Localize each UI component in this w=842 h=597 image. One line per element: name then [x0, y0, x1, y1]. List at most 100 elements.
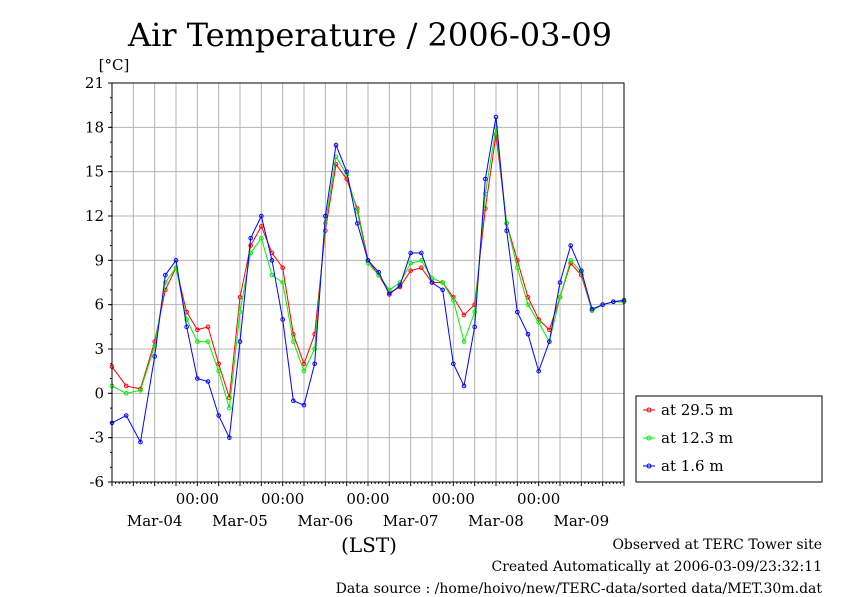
legend: at 29.5 m at 12.3 m at 1.6 m — [635, 395, 823, 483]
time-tick-label: 00:00 — [176, 490, 219, 508]
data-point — [461, 339, 467, 344]
data-point — [195, 327, 200, 333]
date-tick-label: Mar-05 — [212, 512, 268, 530]
data-point — [515, 309, 520, 315]
data-point — [248, 235, 253, 241]
data-point — [237, 294, 243, 300]
date-tick-label: Mar-08 — [468, 512, 524, 530]
x-axis-ticks: 00:00 00:00 00:00 00:00 00:00 Mar-04 Mar-05 Mar… — [111, 482, 625, 530]
data-point — [123, 391, 129, 396]
data-point — [291, 339, 296, 344]
data-point — [173, 265, 179, 271]
legend-swatch-marker — [646, 407, 652, 413]
data-point — [472, 309, 477, 315]
y-tick-label: 0 — [94, 384, 104, 402]
data-point — [333, 161, 339, 167]
data-point — [123, 383, 129, 389]
data-point — [237, 339, 243, 344]
date-tick-label: Mar-06 — [298, 512, 354, 530]
legend-label: at 1.6 m — [661, 457, 724, 475]
date-tick-label: Mar-07 — [383, 512, 439, 530]
data-point — [408, 268, 413, 273]
series-group — [109, 114, 627, 445]
data-point — [440, 280, 445, 285]
time-tick-label: 00:00 — [261, 490, 304, 508]
data-point — [600, 302, 605, 307]
data-point — [344, 169, 349, 174]
data-point — [301, 361, 307, 367]
data-point — [525, 331, 531, 337]
data-point — [301, 368, 307, 374]
data-point — [291, 398, 296, 404]
data-point — [323, 213, 328, 219]
data-point — [173, 258, 179, 263]
data-point — [269, 258, 275, 263]
data-point — [483, 191, 488, 197]
data-point — [163, 272, 168, 278]
data-point — [269, 272, 275, 278]
y-tick-label: -3 — [89, 429, 104, 447]
data-point — [259, 213, 264, 219]
time-tick-label: 00:00 — [432, 490, 475, 508]
y-axis-ticks: -6 -3 0 3 6 9 12 15 18 21 — [85, 74, 112, 491]
data-point — [493, 114, 499, 120]
grid — [112, 82, 624, 483]
date-tick-label: Mar-09 — [554, 512, 610, 530]
data-point — [123, 413, 129, 418]
data-source-note: Data source : /home/hoivo/new/TERC-data/… — [335, 581, 822, 597]
legend-swatch-marker — [646, 463, 652, 469]
data-point — [259, 224, 264, 229]
data-point — [184, 317, 189, 322]
data-point — [461, 383, 467, 389]
data-point — [227, 395, 232, 401]
y-tick-label: 6 — [94, 296, 104, 314]
data-point — [195, 339, 200, 344]
y-axis-unit: [°C] — [99, 56, 130, 74]
data-point — [504, 228, 509, 234]
legend-label: at 12.3 m — [661, 429, 733, 447]
data-point — [472, 324, 477, 330]
data-point — [536, 368, 541, 374]
data-point — [152, 354, 157, 359]
data-point — [419, 265, 424, 271]
data-point — [461, 312, 467, 318]
data-point — [280, 265, 285, 271]
y-tick-label: -6 — [89, 473, 104, 491]
data-point — [579, 268, 584, 273]
data-point — [419, 250, 424, 256]
legend-swatch-marker — [646, 435, 652, 441]
data-point — [376, 269, 381, 275]
data-point — [259, 235, 264, 241]
data-point — [138, 388, 143, 393]
data-point — [205, 339, 211, 344]
y-tick-label: 3 — [94, 340, 104, 358]
data-point — [440, 287, 445, 293]
data-point — [525, 302, 531, 307]
date-tick-label: Mar-04 — [127, 512, 183, 530]
data-point — [504, 221, 509, 226]
chart-title: Air Temperature / 2006-03-09 — [127, 16, 612, 54]
data-point — [387, 292, 392, 297]
data-point — [568, 258, 573, 263]
x-axis-label: (LST) — [341, 533, 397, 557]
data-point — [547, 339, 552, 344]
y-tick-label: 18 — [85, 118, 104, 136]
legend-label: at 29.5 m — [661, 401, 733, 419]
y-tick-label: 21 — [85, 74, 104, 92]
data-point — [408, 250, 413, 256]
plot-frame — [111, 82, 625, 483]
data-point — [333, 142, 339, 148]
data-point — [419, 258, 424, 263]
created-note: Created Automatically at 2006-03-09/23:3… — [491, 559, 822, 575]
y-tick-label: 12 — [85, 207, 104, 225]
data-point — [397, 283, 403, 288]
data-point — [557, 294, 563, 300]
data-point — [451, 297, 456, 303]
y-tick-label: 9 — [94, 251, 104, 269]
data-point — [429, 280, 435, 285]
data-point — [568, 243, 573, 248]
data-point — [536, 320, 541, 325]
data-point — [227, 435, 232, 440]
data-point — [205, 379, 211, 384]
